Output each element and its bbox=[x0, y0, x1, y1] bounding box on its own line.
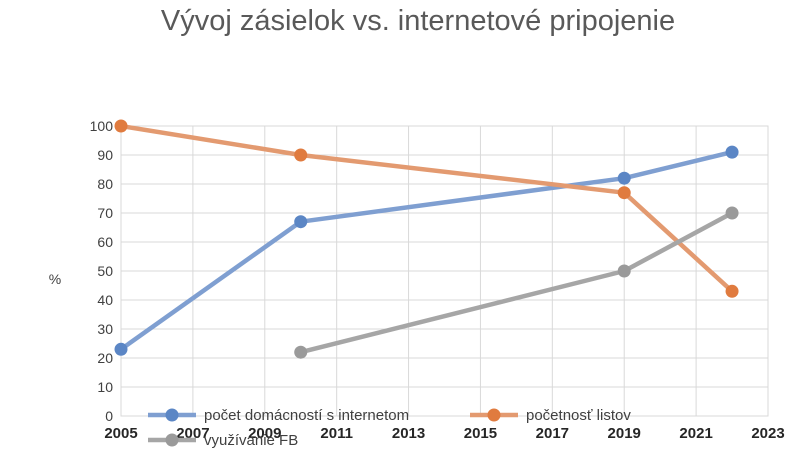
y-tick-label: 10 bbox=[97, 379, 113, 395]
data-point bbox=[725, 206, 739, 220]
x-tick-label: 2023 bbox=[751, 425, 784, 442]
legend-item: počet domácností s internetom bbox=[148, 407, 409, 424]
y-tick-label: 60 bbox=[97, 234, 113, 250]
data-point bbox=[294, 345, 308, 359]
x-tick-label: 2005 bbox=[104, 425, 137, 442]
y-tick-label: 70 bbox=[97, 205, 113, 221]
legend-item: početnosť listov bbox=[470, 407, 631, 424]
series-3 bbox=[294, 206, 739, 359]
series-1 bbox=[114, 145, 739, 356]
data-point bbox=[114, 342, 128, 356]
y-tick-label: 50 bbox=[97, 263, 113, 279]
series-line bbox=[118, 149, 735, 352]
y-tick-label: 90 bbox=[97, 147, 113, 163]
x-tick-label: 2019 bbox=[608, 425, 641, 442]
data-point bbox=[114, 119, 128, 133]
legend-label: počet domácností s internetom bbox=[204, 407, 409, 424]
legend-swatch-marker bbox=[165, 433, 179, 447]
data-point bbox=[617, 186, 631, 200]
data-point bbox=[725, 145, 739, 159]
y-tick-label: 100 bbox=[90, 118, 114, 134]
series-group bbox=[114, 119, 739, 359]
x-tick-label: 2021 bbox=[679, 425, 712, 442]
y-tick-label: 80 bbox=[97, 176, 113, 192]
legend-label: využívanie FB bbox=[204, 432, 298, 449]
chart-title: Vývoj zásielok vs. internetové pripojeni… bbox=[161, 5, 675, 37]
x-tick-label: 2013 bbox=[392, 425, 425, 442]
data-point bbox=[294, 215, 308, 229]
data-point bbox=[725, 284, 739, 298]
y-tick-label: 0 bbox=[105, 408, 113, 424]
data-point bbox=[617, 264, 631, 278]
series-line bbox=[118, 123, 735, 294]
y-tick-label: 30 bbox=[97, 321, 113, 337]
y-tick-label: 40 bbox=[97, 292, 113, 308]
data-point bbox=[294, 148, 308, 162]
legend: počet domácností s internetom početnosť l… bbox=[148, 407, 631, 449]
y-tick-label: 20 bbox=[97, 350, 113, 366]
y-axis-label: % bbox=[49, 271, 61, 287]
data-point bbox=[617, 171, 631, 185]
x-tick-label: 2017 bbox=[536, 425, 569, 442]
legend-swatch-marker bbox=[487, 408, 501, 422]
x-tick-label: 2015 bbox=[464, 425, 497, 442]
x-tick-label: 2009 bbox=[248, 425, 281, 442]
legend-label: početnosť listov bbox=[526, 407, 631, 424]
x-axis-ticks: 2005 2007 2009 2011 2013 2015 2017 2019 2021 2023 bbox=[104, 425, 784, 442]
x-tick-label: 2011 bbox=[320, 425, 353, 442]
legend-swatch-marker bbox=[165, 408, 179, 422]
legend-item: využívanie FB bbox=[148, 432, 298, 449]
y-axis-ticks: 0 10 20 30 40 50 60 70 80 90 100 bbox=[90, 118, 114, 424]
